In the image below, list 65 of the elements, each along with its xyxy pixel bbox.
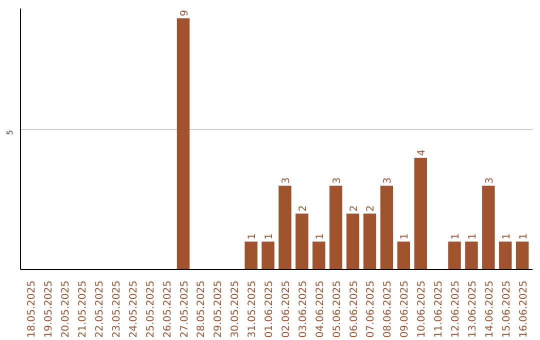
data-label: 1	[501, 233, 512, 240]
data-label: 4	[416, 149, 428, 156]
data-label: 1	[247, 233, 258, 240]
bar	[278, 186, 292, 270]
x-tick-label: 05.06.2025	[332, 280, 343, 338]
bar	[380, 186, 394, 270]
x-tick-label: 15.06.2025	[501, 280, 512, 338]
x-tick-label: 27.05.2025	[179, 280, 190, 338]
bar	[397, 242, 410, 270]
bar	[499, 242, 512, 270]
y-tick-label: 5	[6, 130, 14, 136]
bar	[448, 242, 461, 270]
data-label: 1	[450, 233, 462, 240]
data-label: 3	[332, 177, 343, 184]
x-tick-label: 22.05.2025	[94, 280, 106, 338]
bar	[482, 186, 495, 270]
bar	[346, 214, 360, 270]
data-label: 1	[518, 233, 530, 240]
data-label: 1	[467, 233, 478, 240]
bar	[516, 242, 529, 270]
data-label: 9	[179, 10, 190, 16]
x-tick-label: 25.05.2025	[145, 280, 156, 338]
x-tick-label: 11.06.2025	[434, 280, 445, 338]
x-tick-label: 09.06.2025	[400, 280, 411, 338]
data-label: 1	[400, 233, 411, 240]
data-label: 3	[280, 177, 292, 184]
bar	[363, 214, 376, 270]
data-label: 1	[264, 233, 276, 240]
x-tick-label: 24.05.2025	[128, 280, 140, 338]
x-tick-label: 07.06.2025	[366, 280, 377, 338]
x-tick-label: 02.06.2025	[280, 280, 292, 338]
bar	[329, 186, 342, 270]
data-label: 3	[382, 177, 394, 184]
x-tick-label: 29.05.2025	[213, 280, 224, 338]
x-tick-label: 31.05.2025	[247, 280, 258, 338]
bar	[296, 214, 308, 270]
x-tick-label: 18.05.2025	[26, 280, 38, 338]
data-label: 2	[298, 205, 309, 212]
x-tick-label: 08.06.2025	[382, 280, 394, 338]
x-tick-label: 01.06.2025	[264, 280, 276, 338]
data-label: 1	[314, 233, 326, 240]
x-tick-label: 30.05.2025	[230, 280, 242, 338]
bar	[244, 242, 258, 270]
x-tick-label: 12.06.2025	[450, 280, 462, 338]
x-tick-label: 28.05.2025	[196, 280, 208, 338]
x-tick-label: 16.06.2025	[518, 280, 530, 338]
x-tick-label: 13.06.2025	[467, 280, 478, 338]
x-tick-label: 06.06.2025	[348, 280, 360, 338]
bar	[414, 158, 427, 270]
x-tick-label: 23.05.2025	[111, 280, 122, 338]
x-tick-label: 19.05.2025	[44, 280, 55, 338]
x-tick-label: 21.05.2025	[78, 280, 89, 338]
x-tick-label: 14.06.2025	[484, 280, 496, 338]
x-tick-label: 20.05.2025	[60, 280, 72, 338]
bar	[465, 242, 478, 270]
data-label: 2	[348, 205, 360, 212]
bar	[312, 242, 326, 270]
bar	[176, 18, 190, 270]
data-label: 2	[366, 205, 377, 212]
x-tick-label: 04.06.2025	[314, 280, 326, 338]
x-tick-label: 26.05.2025	[162, 280, 174, 338]
data-label: 3	[484, 177, 496, 184]
x-tick-label: 10.06.2025	[416, 280, 428, 338]
x-tick-label: 03.06.2025	[298, 280, 309, 338]
bar	[262, 242, 274, 270]
